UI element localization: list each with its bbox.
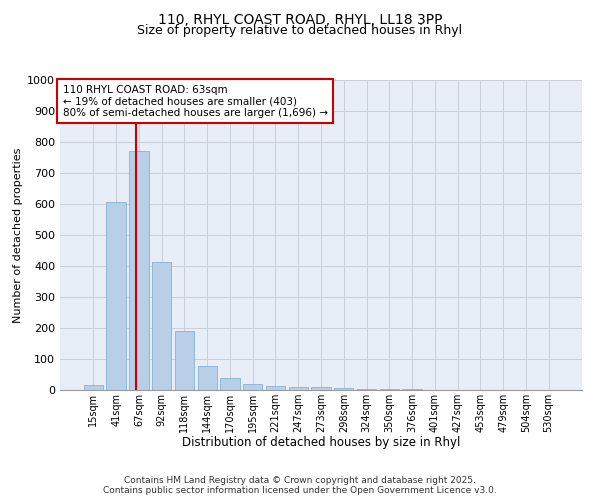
Bar: [243, 384, 262, 390]
Bar: [266, 386, 285, 390]
Y-axis label: Number of detached properties: Number of detached properties: [13, 148, 23, 322]
Bar: [84, 386, 103, 390]
Bar: [152, 262, 172, 390]
Bar: [311, 387, 331, 390]
X-axis label: Distribution of detached houses by size in Rhyl: Distribution of detached houses by size …: [182, 436, 460, 450]
Bar: [129, 152, 149, 390]
Bar: [175, 331, 194, 390]
Bar: [220, 378, 239, 390]
Text: Size of property relative to detached houses in Rhyl: Size of property relative to detached ho…: [137, 24, 463, 37]
Bar: [197, 366, 217, 390]
Text: 110, RHYL COAST ROAD, RHYL, LL18 3PP: 110, RHYL COAST ROAD, RHYL, LL18 3PP: [158, 12, 442, 26]
Bar: [106, 202, 126, 390]
Bar: [334, 388, 353, 390]
Bar: [289, 387, 308, 390]
Bar: [357, 389, 376, 390]
Text: 110 RHYL COAST ROAD: 63sqm
← 19% of detached houses are smaller (403)
80% of sem: 110 RHYL COAST ROAD: 63sqm ← 19% of deta…: [62, 84, 328, 118]
Text: Contains HM Land Registry data © Crown copyright and database right 2025.
Contai: Contains HM Land Registry data © Crown c…: [103, 476, 497, 495]
